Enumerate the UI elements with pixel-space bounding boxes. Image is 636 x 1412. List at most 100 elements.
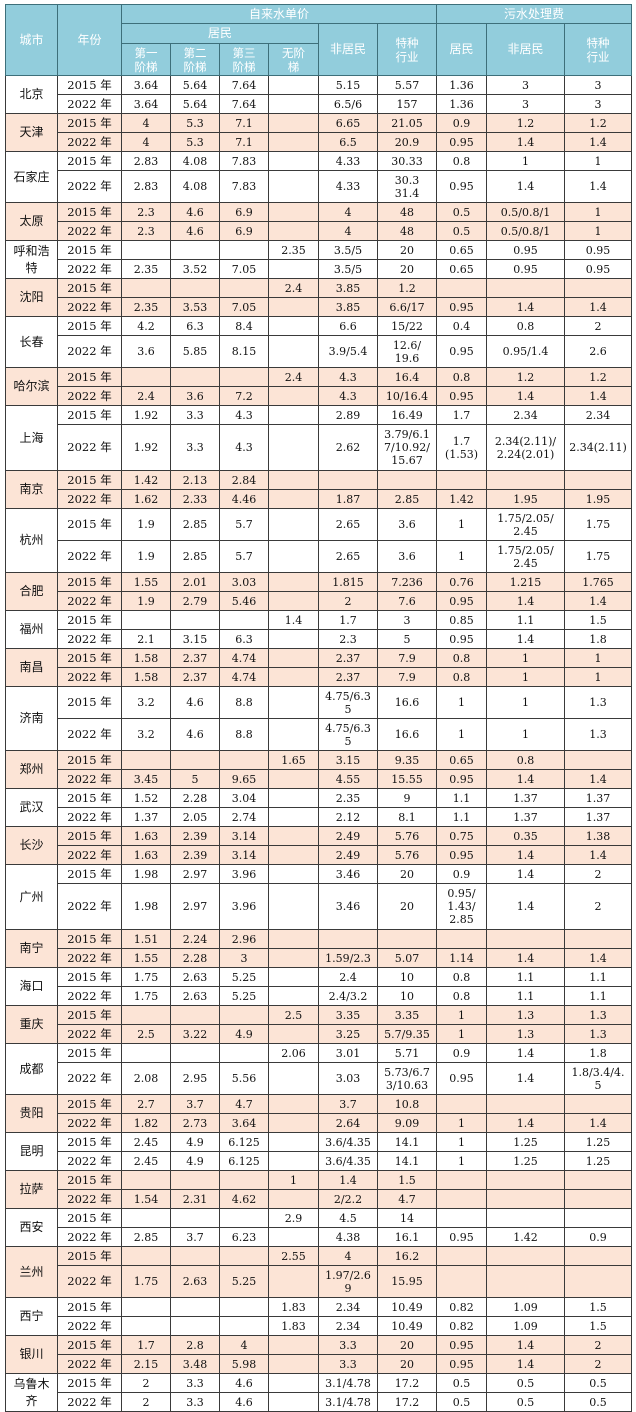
special-cell: 7.236 bbox=[377, 572, 437, 592]
header-residential: 居民 bbox=[121, 23, 319, 44]
table-row: 兰州 2015 年 2.55 4 16.2 bbox=[5, 1246, 632, 1298]
sewage-residential-cell: 1 bbox=[436, 1005, 487, 1025]
year-cell: 2022 年 bbox=[57, 424, 122, 471]
non-residential-cell: 1.59/2.3 bbox=[318, 948, 378, 968]
tier1-cell bbox=[121, 610, 171, 630]
sewage-non-residential-cell bbox=[486, 278, 565, 298]
sewage-special-cell: 1.4 bbox=[564, 170, 632, 203]
year-cell: 2015 年 bbox=[57, 113, 122, 133]
non-residential-cell: 3.6/4.35 bbox=[318, 1132, 378, 1152]
tier2-cell bbox=[170, 1043, 220, 1063]
table-row: 2022 年 3.64 5.64 7.64 6.5/6 157 1.36 3 3 bbox=[6, 94, 632, 114]
year-cell: 2022 年 bbox=[57, 718, 122, 751]
sewage-special-cell: 1.3 bbox=[564, 1005, 632, 1025]
tier1-cell: 2.4 bbox=[121, 386, 171, 406]
table-row: 2022 年 2.4 3.6 7.2 4.3 10/16.4 0.95 1.4 1.4 bbox=[6, 386, 632, 406]
tier3-cell: 8.4 bbox=[219, 316, 269, 336]
tier2-cell: 2.95 bbox=[170, 1062, 220, 1095]
sewage-residential-cell: 0.8 bbox=[436, 986, 487, 1006]
sewage-non-residential-cell: 1.4 bbox=[486, 1113, 565, 1133]
sewage-residential-cell: 0.95 bbox=[436, 1227, 487, 1247]
sewage-residential-cell: 0.85 bbox=[436, 610, 487, 630]
non-residential-cell: 1.97/2.6 9 bbox=[318, 1265, 378, 1298]
non-residential-cell: 3.7 bbox=[318, 1094, 378, 1114]
tier2-cell: 2.85 bbox=[170, 508, 220, 541]
non-residential-cell: 3.9/5.4 bbox=[318, 335, 378, 368]
no-tier-cell bbox=[268, 686, 319, 719]
no-tier-cell bbox=[268, 807, 319, 827]
no-tier-cell bbox=[268, 151, 319, 171]
no-tier-cell bbox=[268, 986, 319, 1006]
sewage-special-cell bbox=[564, 750, 632, 770]
no-tier-cell: 2.55 bbox=[268, 1246, 319, 1266]
table-row: 2022 年 1.9 2.85 5.7 2.65 3.6 1 1.75/2.05/ 2.45 1… bbox=[6, 540, 632, 573]
sewage-special-cell: 1.37 bbox=[564, 788, 632, 808]
year-cell: 2022 年 bbox=[57, 132, 122, 152]
city-name: 长沙 bbox=[5, 826, 58, 865]
table-row: 2022 年 1.75 2.63 5.25 1.97/2.6 9 15.95 bbox=[6, 1265, 632, 1298]
header-non-residential: 非居民 bbox=[318, 23, 378, 76]
year-cell: 2022 年 bbox=[57, 1062, 122, 1095]
year-cell: 2015 年 bbox=[57, 648, 122, 668]
no-tier-cell bbox=[268, 1094, 319, 1114]
non-residential-cell: 3.1/4.78 bbox=[318, 1392, 378, 1412]
sewage-special-cell: 2.34(2.11) bbox=[564, 424, 632, 471]
tier1-cell: 1.42 bbox=[121, 470, 171, 490]
tier2-cell: 2.73 bbox=[170, 1113, 220, 1133]
tier2-cell: 5.85 bbox=[170, 335, 220, 368]
sewage-residential-cell: 0.65 bbox=[436, 240, 487, 260]
tier3-cell: 5.25 bbox=[219, 967, 269, 987]
tier1-cell: 2 bbox=[121, 1392, 171, 1412]
sewage-residential-cell: 1.36 bbox=[436, 75, 487, 95]
tier2-cell: 4.08 bbox=[170, 151, 220, 171]
non-residential-cell: 1.7 bbox=[318, 610, 378, 630]
table-row: 南昌 2015 年 1.58 2.37 4.74 2.37 7.9 0.8 1 1 bbox=[5, 648, 632, 687]
tier3-cell: 7.83 bbox=[219, 151, 269, 171]
sewage-special-cell bbox=[564, 929, 632, 949]
table-row: 2022 年 1.58 2.37 4.74 2.37 7.9 0.8 1 1 bbox=[6, 667, 632, 687]
special-cell: 10.49 bbox=[377, 1316, 437, 1336]
non-residential-cell: 2.34 bbox=[318, 1316, 378, 1336]
year-cell: 2022 年 bbox=[57, 986, 122, 1006]
no-tier-cell bbox=[268, 335, 319, 368]
sewage-residential-cell: 0.95 bbox=[436, 1335, 487, 1355]
sewage-non-residential-cell: 0.8 bbox=[486, 316, 565, 336]
sewage-special-cell bbox=[564, 1265, 632, 1298]
year-cell: 2022 年 bbox=[57, 1151, 122, 1171]
sewage-non-residential-cell: 1.4 bbox=[486, 132, 565, 152]
non-residential-cell: 4 bbox=[318, 202, 378, 222]
tier2-cell: 3.3 bbox=[170, 1373, 220, 1393]
city-name: 兰州 bbox=[5, 1246, 58, 1298]
sewage-non-residential-cell: 0.35 bbox=[486, 826, 565, 846]
tier3-cell bbox=[219, 1297, 269, 1317]
table-row: 2022 年 2.5 3.22 4.9 3.25 5.7/9.35 1 1.3 1.3 bbox=[6, 1024, 632, 1044]
special-cell: 3.79/6.1 7/10.92/ 15.67 bbox=[377, 424, 437, 471]
tier3-cell: 5.25 bbox=[219, 986, 269, 1006]
tier2-cell: 2.97 bbox=[170, 864, 220, 884]
table-row: 沈阳 2015 年 2.4 3.85 1.2 bbox=[5, 278, 632, 317]
year-cell: 2015 年 bbox=[57, 1373, 122, 1393]
tier1-cell: 2.15 bbox=[121, 1354, 171, 1374]
year-cell: 2022 年 bbox=[57, 94, 122, 114]
non-residential-cell: 3.6/4.35 bbox=[318, 1151, 378, 1171]
no-tier-cell bbox=[268, 1265, 319, 1298]
sewage-special-cell: 1.4 bbox=[564, 845, 632, 865]
table-row: 石家庄 2015 年 2.83 4.08 7.83 4.33 30.33 0.8 1 1 bbox=[5, 151, 632, 203]
sewage-special-cell: 1.75 bbox=[564, 540, 632, 573]
tier2-cell bbox=[170, 367, 220, 387]
no-tier-cell bbox=[268, 948, 319, 968]
special-cell: 5.7/9.35 bbox=[377, 1024, 437, 1044]
city-name: 南宁 bbox=[5, 929, 58, 968]
special-cell: 5.76 bbox=[377, 826, 437, 846]
city-name: 上海 bbox=[5, 405, 58, 471]
non-residential-cell: 2.3 bbox=[318, 629, 378, 649]
tier1-cell: 1.63 bbox=[121, 845, 171, 865]
sewage-residential-cell: 1 bbox=[436, 508, 487, 541]
year-cell: 2022 年 bbox=[57, 948, 122, 968]
sewage-non-residential-cell bbox=[486, 1189, 565, 1209]
special-cell bbox=[377, 470, 437, 490]
sewage-special-cell: 1.4 bbox=[564, 948, 632, 968]
no-tier-cell bbox=[268, 883, 319, 930]
tier3-cell: 7.83 bbox=[219, 170, 269, 203]
no-tier-cell bbox=[268, 1113, 319, 1133]
